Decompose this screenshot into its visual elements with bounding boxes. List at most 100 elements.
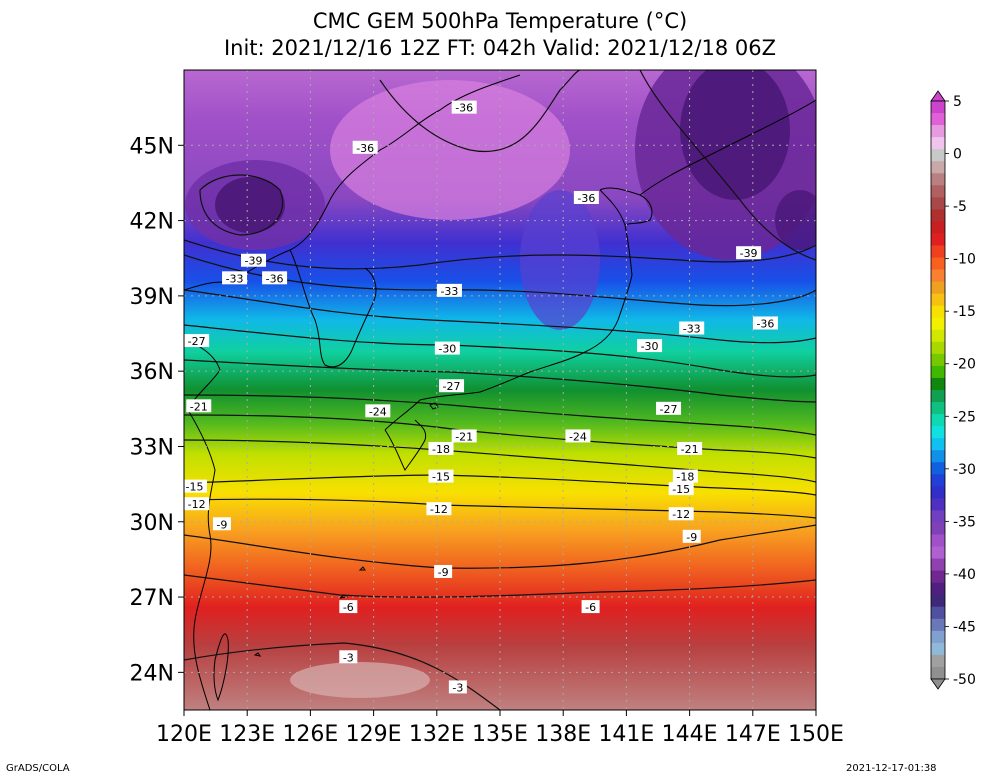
contour-label: -12 — [426, 502, 452, 516]
lat-tick-label: 42N — [130, 210, 174, 235]
lon-tick-label: 147E — [725, 722, 781, 747]
contour-label: -9 — [682, 529, 701, 544]
contour-labels: -36-36-36-39-33 -36-39-33-33 -36-27-30 -30-… — [182, 100, 778, 694]
svg-text:-27: -27 — [660, 403, 678, 416]
svg-text:-33: -33 — [226, 272, 244, 285]
colorbar-swatch — [931, 137, 945, 150]
svg-text:-12: -12 — [430, 503, 448, 516]
svg-text:-15: -15 — [186, 481, 204, 494]
svg-text:-18: -18 — [432, 443, 450, 456]
lon-tick-label: 132E — [409, 722, 465, 747]
lon-tick-label: 144E — [662, 722, 718, 747]
contour-label: -36 — [352, 140, 378, 155]
lon-tick-label: 141E — [598, 722, 654, 747]
colorbar-label: -35 — [953, 514, 976, 530]
contour-label: -36 — [573, 191, 599, 205]
contour-label: -30 — [434, 341, 460, 356]
contour-label: -24 — [365, 404, 391, 418]
contour-label: -21 — [677, 441, 703, 456]
svg-text:-33: -33 — [440, 285, 458, 298]
contour-label: -33 — [222, 271, 248, 285]
contour-label: -21 — [451, 429, 477, 443]
svg-text:-36: -36 — [756, 317, 774, 330]
contour-label: -27 — [439, 379, 465, 393]
footer-credit: GrADS/COLA — [6, 763, 70, 774]
colorbar-label: -10 — [953, 252, 976, 268]
colorbar-label: -20 — [953, 357, 976, 373]
lat-tick-label: 39N — [130, 285, 174, 310]
colorbar-swatch — [931, 173, 945, 186]
contour-label: -36 — [262, 271, 288, 285]
colorbar-swatch — [931, 462, 945, 475]
colorbar-swatch — [931, 113, 945, 126]
colorbar-swatch — [931, 161, 945, 174]
svg-text:-15: -15 — [672, 483, 690, 496]
lat-tick-label: 45N — [130, 134, 174, 159]
colorbar-label: -30 — [953, 462, 976, 478]
latitude-axis: 24N 27N 30N 33N 36N 39N 42N 45N — [130, 134, 184, 686]
colorbar-swatch — [931, 377, 945, 391]
colorbar-swatch — [931, 365, 945, 379]
colorbar-swatch — [931, 426, 945, 439]
contour-label: -3 — [448, 680, 467, 694]
colorbar-swatch — [931, 606, 945, 620]
colorbar-swatch — [931, 666, 945, 680]
svg-text:-27: -27 — [443, 380, 461, 393]
temperature-field — [184, 70, 816, 710]
svg-text:-30: -30 — [438, 343, 456, 356]
colorbar-label: -5 — [953, 199, 967, 215]
svg-text:-36: -36 — [356, 142, 374, 155]
contour-label: -18 — [428, 441, 454, 456]
svg-text:-12: -12 — [188, 498, 206, 511]
lon-tick-label: 138E — [535, 722, 591, 747]
contour-label: -3 — [339, 650, 358, 664]
lat-tick-label: 27N — [130, 586, 174, 611]
colorbar: 5 0 -5 -10 -15 -20 -25 -30 -35 -40 -45 -50 — [930, 90, 976, 690]
contour-label: -9 — [212, 517, 231, 531]
lon-tick-label: 129E — [346, 722, 402, 747]
colorbar-swatch — [931, 125, 945, 138]
colorbar-swatch — [931, 353, 945, 367]
svg-text:-18: -18 — [676, 471, 694, 484]
svg-text:-21: -21 — [455, 430, 473, 443]
colorbar-label: 5 — [953, 94, 962, 110]
colorbar-swatch — [931, 438, 945, 451]
lat-tick-label: 36N — [130, 360, 174, 385]
svg-text:-39: -39 — [245, 255, 263, 268]
colorbar-swatch — [931, 293, 945, 307]
colorbar-swatch — [931, 534, 945, 548]
colorbar-swatch — [931, 558, 945, 572]
map-title-line2: Init: 2021/12/16 12Z FT: 042h Valid: 202… — [223, 36, 777, 60]
svg-text:-27: -27 — [188, 335, 206, 348]
svg-text:-3: -3 — [343, 651, 354, 664]
svg-text:-9: -9 — [686, 531, 697, 544]
colorbar-swatch — [931, 390, 945, 403]
lon-tick-label: 126E — [282, 722, 338, 747]
contour-label: -27 — [656, 401, 682, 416]
colorbar-swatch — [931, 149, 945, 162]
contour-label: -9 — [434, 564, 453, 579]
contour-label: -15 — [428, 469, 454, 484]
svg-text:-6: -6 — [343, 601, 354, 614]
colorbar-swatch — [931, 402, 945, 415]
contour-label: -15 — [668, 482, 694, 496]
colorbar-swatch — [931, 594, 945, 608]
colorbar-swatch — [931, 269, 945, 283]
colorbar-swatch — [931, 185, 945, 198]
colorbar-swatch — [931, 281, 945, 295]
lat-tick-label: 33N — [130, 435, 174, 460]
isotherm-contours — [184, 70, 816, 710]
svg-text:-36: -36 — [266, 272, 284, 285]
colorbar-swatch — [931, 498, 945, 511]
colorbar-swatch — [931, 341, 945, 355]
lon-tick-label: 123E — [219, 722, 275, 747]
svg-text:-21: -21 — [681, 443, 699, 456]
contour-label: -33 — [679, 321, 705, 336]
colorbar-swatch — [931, 522, 945, 535]
lon-tick-label: 150E — [788, 722, 844, 747]
colorbar-swatch — [931, 317, 945, 331]
longitude-axis: 120E 123E 126E 129E 132E 135E 138E 141E 144E 147E… — [156, 710, 844, 747]
svg-text:-30: -30 — [641, 340, 659, 353]
svg-text:-24: -24 — [369, 405, 387, 418]
